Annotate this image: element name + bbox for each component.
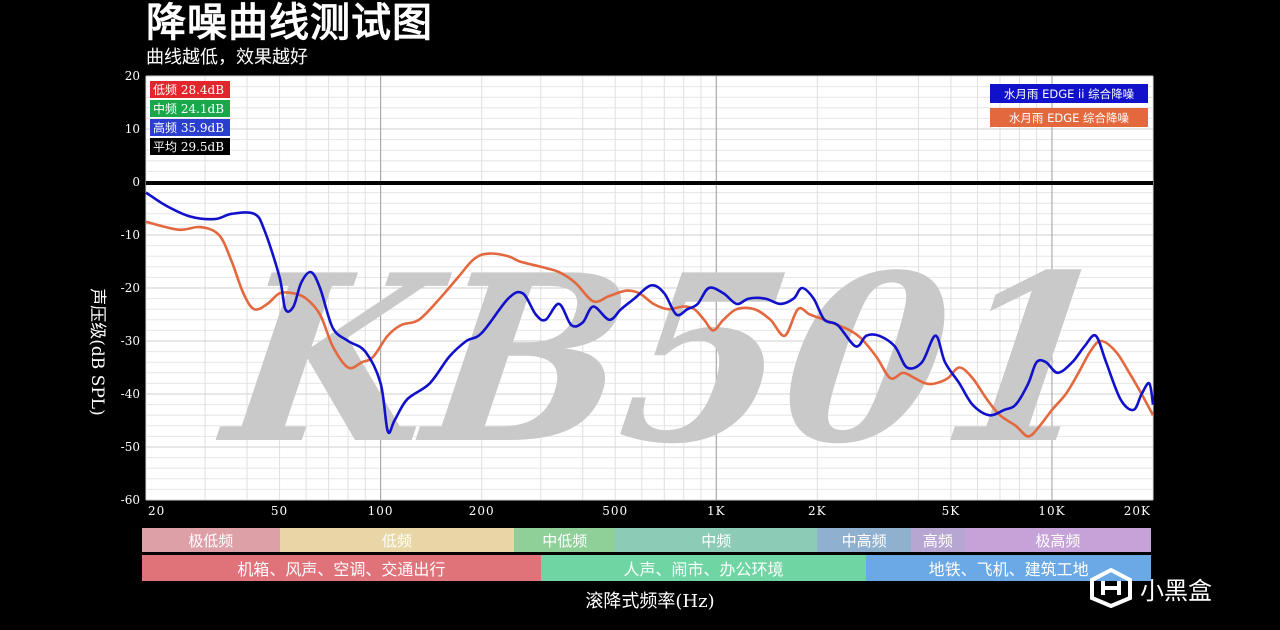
x-tick-label: 100 (368, 504, 394, 518)
legend-label: 水月雨 EDGE ii 综合降噪 (1004, 87, 1135, 101)
x-tick-label: 20K (1124, 504, 1151, 518)
stat-badge: 中频 24.1dB (150, 100, 230, 117)
x-tick-label: 200 (469, 504, 495, 518)
y-tick-label: -10 (121, 228, 140, 242)
stat-badge: 平均 29.5dB (150, 138, 230, 155)
stat-badge: 高频 35.9dB (150, 119, 230, 136)
stat-badge-label: 高频 35.9dB (153, 120, 224, 135)
heybox-logo-icon (1090, 568, 1132, 608)
page-subtitle: 曲线越低，效果越好 (146, 47, 308, 68)
y-tick-label: 0 (132, 175, 140, 189)
band-segment: 人声、闹市、办公环境 (540, 555, 867, 581)
x-tick-labels: 20 50 100 200 500 1K 2K 5K 10K 20K (148, 504, 1151, 518)
legend-item: 水月雨 EDGE 综合降噪 (990, 108, 1148, 127)
y-tick-label: -50 (121, 440, 140, 454)
stat-badge-bg (150, 119, 230, 136)
x-tick-label: 5K (942, 504, 961, 518)
y-tick-label: -60 (121, 493, 140, 507)
band-segment: 高频 (910, 528, 965, 552)
watermark-text: KB501 (207, 224, 1125, 495)
y-axis-label: 声压级(dB SPL) (87, 288, 107, 415)
legend-swatch (990, 84, 1148, 103)
logo-text: 小黑盒 (1140, 576, 1212, 605)
band-segment: 中高频 (817, 528, 911, 552)
band-segment: 极高频 (964, 528, 1151, 552)
band-segment: 中频 (615, 528, 818, 552)
y-tick-labels: 20 10 0 -10 -20 -30 -40 -50 -60 (121, 69, 140, 507)
series-layer (145, 191, 1155, 438)
stat-badge-bg (150, 81, 230, 98)
series-line-edge (145, 220, 1155, 438)
x-tick-label: 50 (271, 504, 288, 518)
page-title: 降噪曲线测试图 (146, 0, 433, 46)
y-tick-label: -20 (121, 281, 140, 295)
legend-swatch (990, 108, 1148, 127)
band-segment: 中低频 (514, 528, 616, 552)
series-line-edge-ii (145, 191, 1155, 435)
stat-badge-label: 平均 29.5dB (153, 140, 224, 154)
x-tick-label: 1K (707, 504, 726, 518)
x-tick-label: 500 (602, 504, 628, 518)
y-tick-label: -30 (121, 334, 140, 348)
stat-badge-bg (150, 138, 230, 155)
stat-badge-label: 中频 24.1dB (153, 101, 224, 116)
band-segment: 地铁、飞机、建筑工地 (866, 555, 1151, 581)
band-segment: 低频 (279, 528, 515, 552)
stat-badge: 低频 28.4dB (150, 81, 230, 98)
stat-badge-label: 低频 28.4dB (153, 83, 224, 97)
x-tick-label: 2K (808, 504, 827, 518)
band-segment: 极低频 (142, 528, 280, 552)
x-tick-label: 10K (1038, 504, 1065, 518)
y-tick-label: -40 (121, 387, 140, 401)
legend-label: 水月雨 EDGE 综合降噪 (1009, 111, 1130, 125)
band-segment: 机箱、风声、空调、交通出行 (142, 555, 541, 581)
y-tick-label: 10 (125, 122, 140, 136)
x-tick-label: 20 (148, 504, 165, 518)
brand-logo: 小黑盒 (1088, 566, 1212, 610)
stats-box: 低频 28.4dB 中频 24.1dB 高频 35.9dB 平均 29.5dB (150, 81, 230, 155)
legend-item: 水月雨 EDGE ii 综合降噪 (990, 84, 1148, 103)
stat-badge-bg (150, 100, 230, 117)
x-axis-title: 滚降式频率(Hz) (585, 591, 715, 612)
y-tick-label: 20 (125, 69, 140, 83)
